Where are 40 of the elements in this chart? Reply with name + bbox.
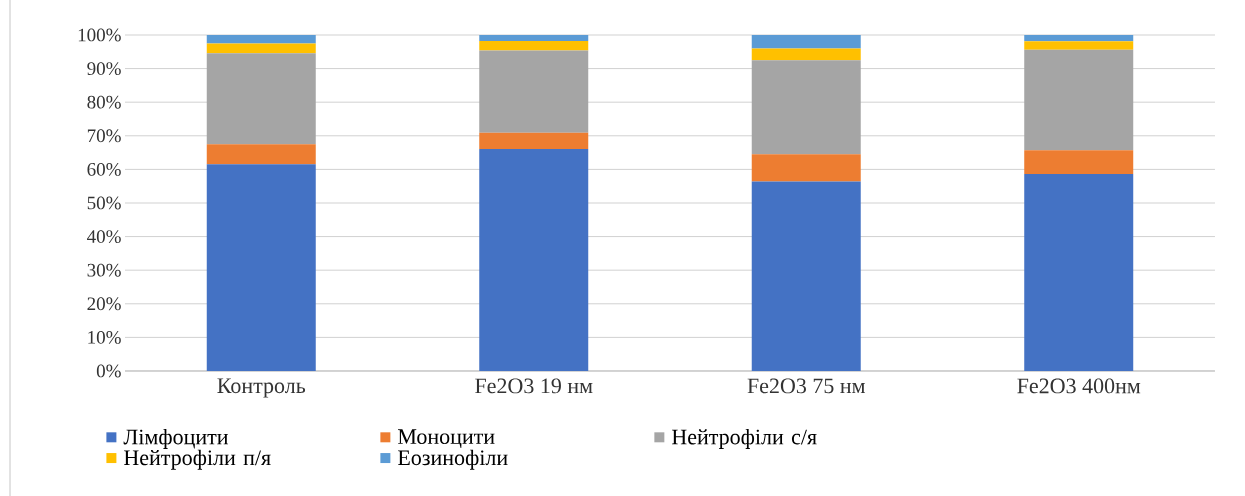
y-tick-label: 20% <box>87 297 121 311</box>
bar <box>206 34 316 44</box>
legend-label: Лімфоцити <box>123 428 229 449</box>
y-tick-label: 70% <box>87 129 121 143</box>
bar <box>751 60 861 155</box>
bar <box>479 50 589 133</box>
bar <box>1024 150 1134 175</box>
x-tick-label: Контроль <box>217 378 306 398</box>
y-tick-label: 60% <box>87 162 121 176</box>
x-tick-label: Fe2O3 400нм <box>1017 378 1141 394</box>
y-tick-label: 90% <box>87 62 121 76</box>
bar <box>751 48 861 61</box>
bar <box>479 132 589 149</box>
legend-label: Моноцити <box>398 429 495 449</box>
y-tick-label: 0% <box>96 364 121 378</box>
bar <box>479 41 589 51</box>
bar <box>1024 49 1134 151</box>
bar <box>1024 34 1134 42</box>
bar <box>206 43 316 54</box>
x-tick-label: Fe2O3 75 нм <box>747 378 866 394</box>
y-tick-label: 50% <box>87 196 121 210</box>
bar <box>206 164 316 371</box>
bar <box>751 181 861 371</box>
bar <box>479 148 589 371</box>
legend-label: Еозинофіли <box>398 449 508 470</box>
y-tick-label: 30% <box>87 263 121 277</box>
bar <box>479 34 589 42</box>
bar <box>1024 41 1134 50</box>
y-tick-label: 100% <box>78 28 121 42</box>
bar <box>206 53 316 145</box>
legend-label: Нейтрофіли с/я <box>671 428 817 449</box>
y-tick-label: 80% <box>87 95 121 109</box>
bar <box>1024 174 1134 371</box>
bar <box>751 154 861 182</box>
x-tick-label: Fe2O3 19 нм <box>475 378 593 394</box>
y-tick-label: 40% <box>87 230 121 244</box>
bar <box>206 144 316 165</box>
legend-label: Нейтрофіли п/я <box>124 449 271 470</box>
bar <box>751 34 861 49</box>
y-tick-label: 10% <box>88 330 121 344</box>
